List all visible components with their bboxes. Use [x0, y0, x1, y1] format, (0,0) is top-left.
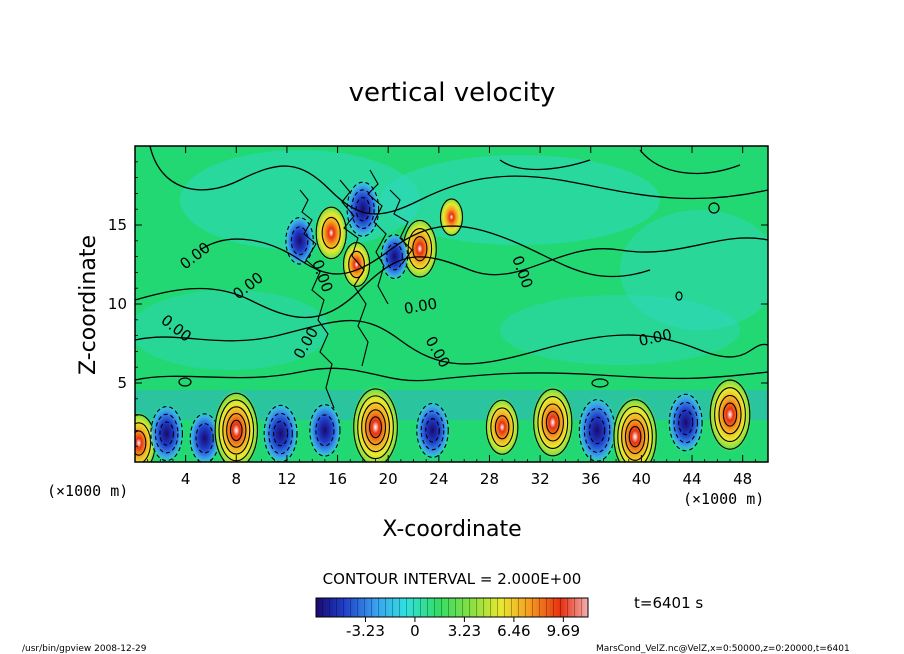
y-tick-label: 10 — [108, 295, 127, 313]
colorbar-ticks: -3.23 0 3.23 6.46 9.69 — [346, 617, 580, 640]
colorbar-levels — [316, 598, 588, 617]
velocity-cells — [135, 179, 753, 462]
velocity-cell — [314, 204, 348, 262]
colorbar-tick-label: 9.69 — [547, 622, 580, 640]
velocity-cell — [262, 402, 299, 462]
x-tick-label: 12 — [277, 470, 296, 488]
y-axis-title: Z-coordinate — [76, 235, 101, 375]
velocity-cell — [415, 400, 451, 461]
velocity-cell — [342, 240, 372, 289]
x-axis: 4 8 12 16 20 24 28 32 36 40 44 48 — [147, 146, 756, 488]
velocity-cell — [484, 397, 520, 458]
footer-right: MarsCond_VelZ.nc@VelZ,x=0:50000,z=0:2000… — [596, 644, 850, 654]
velocity-cell — [667, 391, 704, 454]
velocity-cell — [149, 403, 185, 462]
colorbar: -3.23 0 3.23 6.46 9.69 — [315, 597, 589, 640]
x-tick-label: 44 — [682, 470, 701, 488]
x-unit-right: (×1000 m) — [683, 490, 764, 508]
colorbar-frame — [315, 597, 589, 618]
contour-lines — [135, 146, 768, 409]
x-tick-label: 28 — [480, 470, 499, 488]
colorbar-tick-label: 3.23 — [448, 622, 481, 640]
velocity-cell — [611, 395, 659, 462]
velocity-cell — [708, 376, 753, 453]
y-tick-label: 15 — [108, 216, 127, 234]
time-label: t=6401 s — [634, 594, 703, 612]
velocity-cell — [531, 385, 575, 460]
x-tick-label: 36 — [581, 470, 600, 488]
velocity-cell — [439, 196, 464, 238]
velocity-cell — [577, 396, 617, 462]
velocity-cell — [345, 179, 381, 240]
velocity-cell — [308, 401, 342, 459]
velocity-cell — [351, 384, 400, 462]
colorbar-tick-label: 0 — [410, 622, 420, 640]
x-tick-label: 20 — [379, 470, 398, 488]
colorbar-tick-label: -3.23 — [346, 622, 385, 640]
x-tick-label: 16 — [328, 470, 347, 488]
x-tick-label: 8 — [232, 470, 242, 488]
x-tick-label: 4 — [181, 470, 191, 488]
x-unit-left: (×1000 m) — [47, 482, 128, 500]
x-tick-label: 32 — [531, 470, 550, 488]
y-tick-label: 5 — [117, 374, 127, 392]
contour-interval: CONTOUR INTERVAL = 2.000E+00 — [323, 570, 582, 588]
x-tick-label: 48 — [733, 470, 752, 488]
plot-area: 0.00 0.00 0.00 0.00 0.00 0.00 0.00 0.00 … — [108, 145, 769, 488]
x-axis-title: X-coordinate — [382, 517, 521, 542]
velocity-cell — [212, 389, 260, 462]
y-axis: 5 10 15 — [108, 161, 768, 447]
chart-title: vertical velocity — [349, 78, 556, 108]
colorbar-tick-label: 6.46 — [497, 622, 530, 640]
footer-left: /usr/bin/gpview 2008-12-29 — [22, 644, 147, 654]
x-tick-label: 24 — [429, 470, 448, 488]
contour-label: 0.00 — [403, 294, 439, 318]
x-tick-label: 40 — [632, 470, 651, 488]
